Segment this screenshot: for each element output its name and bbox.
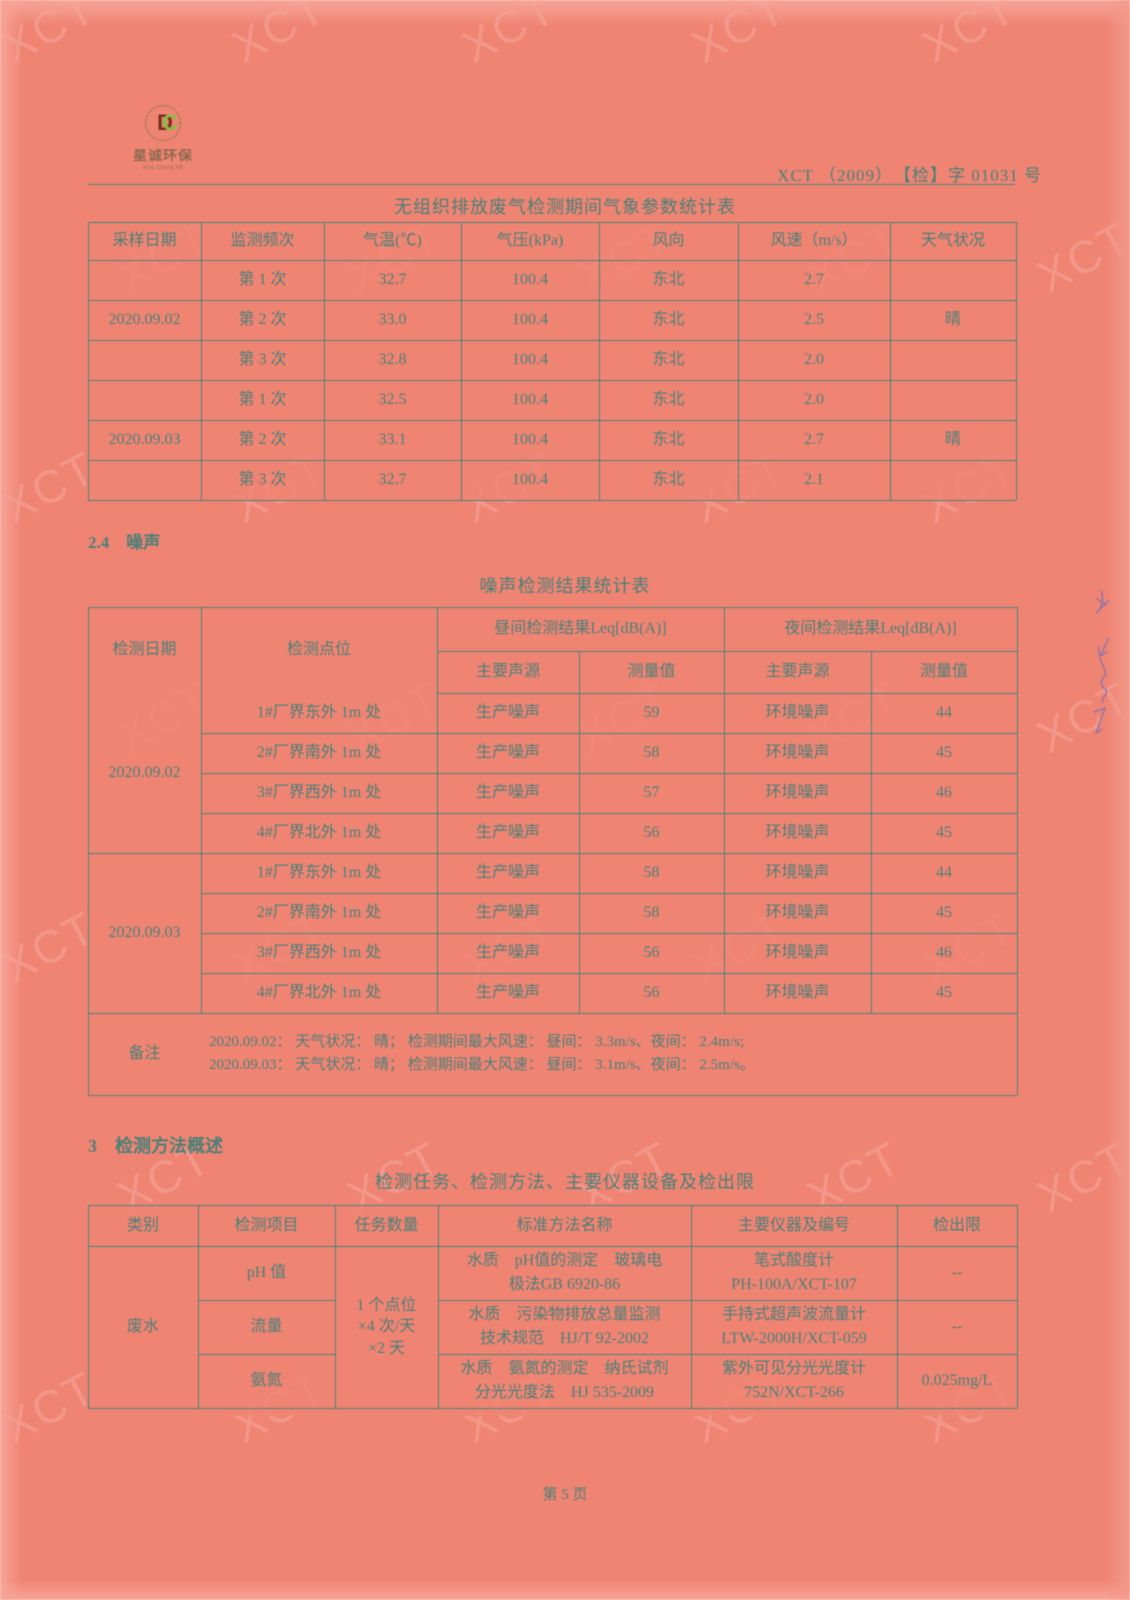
svg-text:C: C <box>162 110 178 135</box>
